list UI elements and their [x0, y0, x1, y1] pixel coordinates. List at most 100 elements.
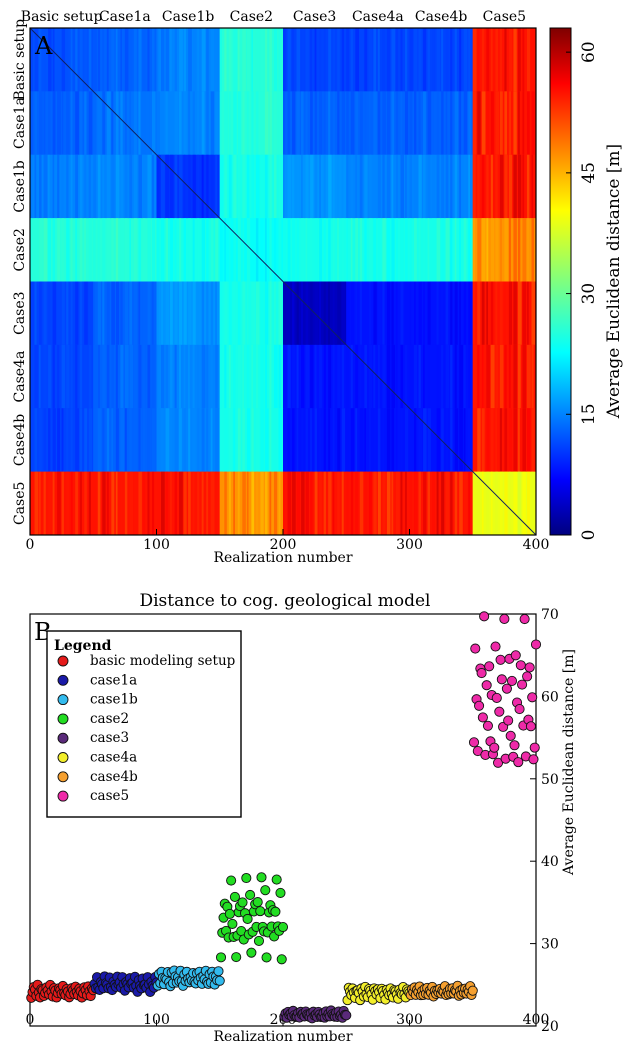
heatmap-texture	[255, 408, 260, 472]
heatmap-texture	[296, 91, 300, 155]
scatter-point	[482, 720, 493, 731]
heatmap-texture	[382, 408, 385, 472]
heatmap-texture	[301, 28, 305, 92]
heatmap-texture	[341, 91, 345, 155]
heatmap-texture	[39, 471, 41, 535]
heatmap-texture	[386, 218, 391, 282]
heatmap-texture	[355, 344, 359, 409]
heatmap-texture	[409, 408, 413, 472]
heatmap-texture	[179, 91, 182, 155]
heatmap-texture	[251, 28, 254, 92]
heatmap-x-axis: 0 100 200 300 400	[26, 529, 549, 553]
heatmap-texture	[197, 408, 200, 472]
heatmap-top-label: Case1a	[99, 9, 151, 25]
heatmap-texture	[292, 91, 296, 155]
heatmap-texture	[513, 154, 517, 219]
heatmap-texture	[314, 28, 317, 92]
heatmap-texture	[165, 154, 170, 219]
heatmap-texture	[237, 91, 241, 155]
heatmap-texture	[30, 281, 34, 345]
heatmap-texture	[133, 28, 137, 92]
heatmap-texture	[328, 154, 332, 219]
heatmap-texture	[34, 281, 37, 345]
heatmap-texture	[504, 344, 507, 409]
heatmap-texture	[391, 154, 394, 219]
heatmap-texture	[34, 344, 38, 409]
heatmap-texture	[395, 218, 398, 282]
heatmap-texture	[305, 218, 308, 282]
heatmap-texture	[179, 408, 182, 472]
heatmap-texture	[531, 218, 535, 282]
scatter-point	[510, 650, 521, 661]
legend-label: case3	[90, 730, 129, 746]
heatmap-texture	[138, 218, 142, 282]
heatmap-texture	[382, 91, 386, 155]
heatmap-texture	[52, 408, 56, 472]
heatmap-texture	[346, 218, 348, 282]
heatmap-texture	[30, 28, 34, 92]
heatmap-texture	[346, 91, 349, 155]
heatmap-texture	[115, 91, 119, 155]
heatmap-texture	[283, 281, 287, 345]
scatter-point	[506, 675, 518, 686]
heatmap-texture	[373, 28, 377, 92]
heatmap-texture	[404, 344, 408, 409]
heatmap-texture	[423, 154, 426, 219]
heatmap-texture	[151, 408, 156, 472]
scatter-point	[489, 742, 500, 753]
heatmap-texture	[106, 471, 109, 535]
heatmap-texture	[287, 218, 291, 282]
heatmap-texture	[373, 471, 377, 535]
heatmap-texture	[454, 471, 458, 535]
heatmap-x-tick-label: 300	[396, 537, 423, 553]
heatmap-texture	[310, 218, 312, 282]
heatmap-texture	[513, 91, 517, 155]
heatmap-texture	[454, 91, 459, 155]
heatmap-texture	[301, 344, 305, 409]
heatmap-texture	[472, 344, 477, 409]
heatmap-texture	[305, 91, 308, 155]
heatmap-texture	[93, 344, 97, 409]
heatmap-texture	[481, 408, 485, 472]
heatmap-texture	[283, 154, 285, 219]
heatmap-texture	[296, 28, 301, 92]
heatmap-texture	[292, 471, 296, 535]
heatmap-texture	[34, 471, 39, 535]
heatmap-texture	[531, 471, 534, 535]
heatmap-texture	[201, 344, 206, 409]
heatmap-texture	[508, 154, 513, 219]
heatmap-texture	[423, 344, 425, 409]
heatmap-texture	[400, 154, 405, 219]
heatmap-texture	[418, 91, 421, 155]
heatmap-texture	[287, 408, 290, 472]
heatmap-texture	[427, 344, 430, 409]
heatmap-texture	[472, 154, 476, 219]
heatmap-texture	[526, 344, 531, 409]
heatmap-texture	[346, 471, 349, 535]
heatmap-texture	[305, 281, 309, 345]
heatmap-texture	[43, 218, 47, 282]
heatmap-texture	[314, 408, 317, 472]
scatter-point	[253, 935, 265, 946]
heatmap-texture	[269, 218, 272, 282]
heatmap-texture	[165, 344, 169, 409]
heatmap-texture	[486, 471, 490, 535]
heatmap-texture	[463, 281, 467, 345]
heatmap-texture	[432, 91, 434, 155]
heatmap-texture	[526, 281, 529, 345]
heatmap-texture	[477, 218, 482, 282]
heatmap-texture	[395, 344, 398, 409]
heatmap-texture	[147, 28, 150, 92]
heatmap-texture	[79, 281, 83, 345]
heatmap-texture	[459, 281, 461, 345]
heatmap-texture	[88, 154, 91, 219]
heatmap-texture	[323, 154, 326, 219]
heatmap-texture	[161, 218, 164, 282]
heatmap-texture	[395, 281, 398, 345]
heatmap-texture	[441, 28, 444, 92]
heatmap-texture	[278, 28, 281, 92]
scatter-point	[519, 613, 530, 625]
legend-marker	[57, 655, 69, 667]
heatmap-texture	[454, 344, 457, 409]
heatmap-texture	[233, 154, 237, 219]
